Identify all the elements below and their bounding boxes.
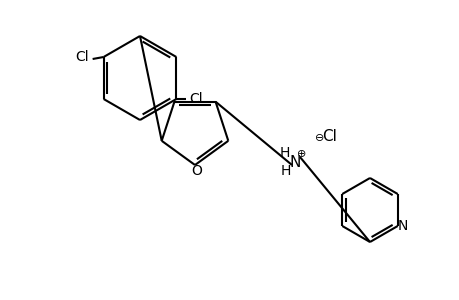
Text: ⊕: ⊕ — [297, 149, 306, 159]
Text: N: N — [397, 219, 407, 233]
Text: ⊖: ⊖ — [314, 133, 324, 143]
Text: O: O — [191, 164, 202, 178]
Text: N: N — [289, 154, 300, 169]
Text: Cl: Cl — [75, 50, 88, 64]
Text: H: H — [280, 164, 291, 178]
Text: Cl: Cl — [189, 92, 203, 106]
Text: H: H — [279, 146, 290, 160]
Text: Cl: Cl — [322, 128, 337, 143]
